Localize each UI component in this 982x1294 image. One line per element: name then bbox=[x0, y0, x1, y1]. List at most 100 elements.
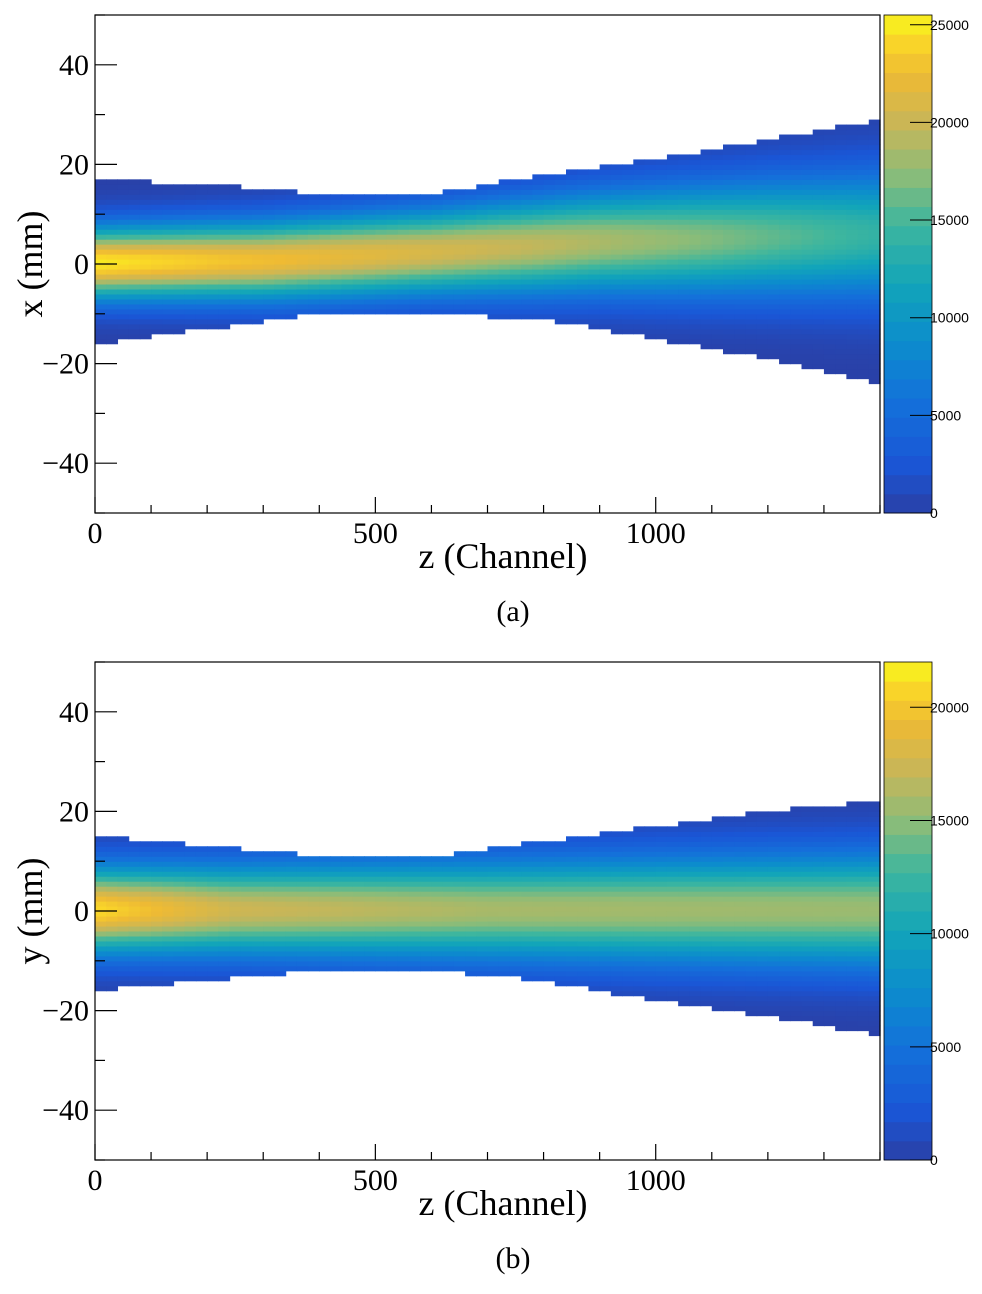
heatmap-cell bbox=[801, 254, 814, 260]
heatmap-cell bbox=[521, 975, 533, 982]
heatmap-cell bbox=[184, 219, 197, 225]
heatmap-cell bbox=[319, 229, 332, 235]
heatmap-cell bbox=[240, 935, 253, 942]
heatmap-cell bbox=[184, 288, 197, 295]
heatmap-cell bbox=[666, 826, 679, 832]
heatmap-cell bbox=[476, 273, 489, 280]
heatmap-cell bbox=[442, 214, 455, 220]
heatmap-cell bbox=[308, 955, 320, 962]
heatmap-cell bbox=[779, 273, 791, 280]
heatmap-cell bbox=[723, 199, 735, 205]
heatmap-cell bbox=[476, 896, 489, 902]
heatmap-cell bbox=[274, 298, 287, 305]
heatmap-cell bbox=[868, 373, 881, 380]
heatmap-cell bbox=[790, 846, 803, 852]
heatmap-cell bbox=[823, 214, 836, 220]
heatmap-cell bbox=[465, 224, 477, 230]
heatmap-cell bbox=[835, 906, 847, 912]
heatmap-cell bbox=[734, 955, 747, 962]
heatmap-cell bbox=[566, 896, 578, 902]
heatmap-cell bbox=[823, 144, 836, 151]
heatmap-cell bbox=[857, 930, 870, 937]
heatmap-cell bbox=[622, 975, 634, 982]
heatmap-cell bbox=[779, 990, 791, 997]
heatmap-cell bbox=[397, 199, 410, 205]
heatmap-cell bbox=[106, 955, 119, 962]
heatmap-cell bbox=[173, 328, 186, 335]
heatmap-cell bbox=[835, 980, 847, 987]
heatmap-cell bbox=[207, 313, 219, 320]
heatmap-cell bbox=[330, 244, 343, 250]
heatmap-cell bbox=[610, 846, 623, 852]
heatmap-cell bbox=[689, 204, 702, 210]
heatmap-cell bbox=[644, 836, 657, 842]
heatmap-cell bbox=[711, 199, 724, 205]
heatmap-cell bbox=[610, 328, 623, 335]
heatmap-cell bbox=[252, 234, 264, 240]
heatmap-cell bbox=[128, 229, 141, 235]
heatmap-cell bbox=[767, 945, 780, 952]
heatmap-cell bbox=[195, 846, 208, 852]
heatmap-cell bbox=[420, 881, 433, 887]
heatmap-cell bbox=[453, 856, 466, 862]
heatmap-cell bbox=[812, 189, 825, 195]
heatmap-cell bbox=[364, 901, 376, 907]
y-tick-label: 0 bbox=[74, 248, 89, 281]
heatmap-cell bbox=[128, 278, 141, 285]
colorbar-band bbox=[884, 302, 932, 322]
heatmap-cell bbox=[296, 911, 309, 917]
heatmap-cell bbox=[252, 886, 264, 892]
heatmap-cell bbox=[655, 990, 668, 997]
heatmap-cell bbox=[386, 234, 399, 240]
heatmap-cell bbox=[453, 308, 466, 315]
heatmap-cell bbox=[566, 935, 578, 942]
heatmap-cell bbox=[745, 1010, 758, 1017]
heatmap-cell bbox=[689, 338, 702, 345]
heatmap-cell bbox=[846, 328, 859, 335]
heatmap-cell bbox=[274, 861, 287, 867]
heatmap-cell bbox=[666, 925, 679, 932]
heatmap-cell bbox=[151, 214, 163, 220]
heatmap-cell bbox=[252, 901, 264, 907]
heatmap-cell bbox=[700, 970, 713, 977]
heatmap-cell bbox=[487, 204, 500, 210]
colorbar-band bbox=[884, 264, 932, 284]
heatmap-cell bbox=[812, 363, 825, 370]
heatmap-cell bbox=[151, 851, 163, 857]
heatmap-cell bbox=[644, 308, 657, 315]
heatmap-cell bbox=[442, 288, 455, 295]
heatmap-cell bbox=[734, 896, 747, 902]
heatmap-cell bbox=[846, 184, 859, 190]
heatmap-cell bbox=[622, 871, 634, 877]
heatmap-cell bbox=[801, 816, 814, 822]
heatmap-cell bbox=[274, 851, 287, 857]
heatmap-cell bbox=[790, 224, 803, 230]
heatmap-cell bbox=[622, 955, 634, 962]
heatmap-cell bbox=[386, 293, 399, 300]
heatmap-cell bbox=[532, 886, 545, 892]
heatmap-cell bbox=[857, 920, 870, 927]
heatmap-cell bbox=[543, 861, 556, 867]
heatmap-cell bbox=[599, 886, 612, 892]
heatmap-cell bbox=[341, 886, 354, 892]
heatmap-cell bbox=[868, 935, 881, 942]
heatmap-cell bbox=[532, 308, 545, 315]
heatmap-cell bbox=[622, 264, 634, 270]
heatmap-cell bbox=[554, 906, 567, 912]
heatmap-cell bbox=[633, 891, 646, 897]
heatmap-cell bbox=[207, 303, 219, 310]
heatmap-cell bbox=[521, 273, 533, 280]
heatmap-cell bbox=[285, 851, 298, 857]
heatmap-cell bbox=[734, 149, 747, 156]
heatmap-cell bbox=[655, 164, 668, 170]
heatmap-cell bbox=[689, 915, 702, 922]
heatmap-cell bbox=[823, 224, 836, 230]
heatmap-cell bbox=[767, 169, 780, 175]
heatmap-cell bbox=[610, 179, 623, 185]
colorbar-tick-label: 10000 bbox=[930, 310, 969, 326]
heatmap-cell bbox=[835, 831, 847, 837]
colorbar-band bbox=[884, 187, 932, 208]
heatmap-cell bbox=[274, 264, 287, 270]
heatmap-cell bbox=[162, 259, 175, 265]
heatmap-cell bbox=[790, 239, 803, 245]
